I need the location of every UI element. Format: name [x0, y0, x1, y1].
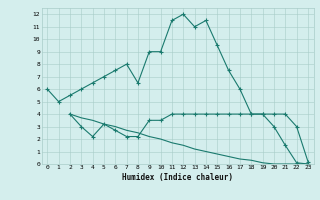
- X-axis label: Humidex (Indice chaleur): Humidex (Indice chaleur): [122, 173, 233, 182]
